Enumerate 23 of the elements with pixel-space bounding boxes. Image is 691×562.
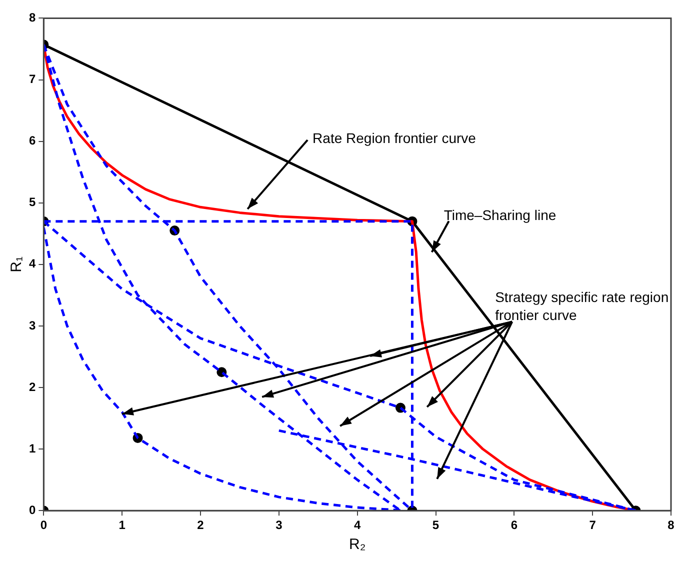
y-tick-label: 6 xyxy=(28,134,36,148)
y-tick-label: 1 xyxy=(28,441,36,456)
y-tick-label: 2 xyxy=(28,380,36,394)
y-tick-label: 0 xyxy=(28,502,36,517)
x-tick-label: 2 xyxy=(197,518,204,532)
x-axis-title: R₂ xyxy=(349,536,366,554)
y-tick-label: 7 xyxy=(28,72,36,86)
x-tick-label: 6 xyxy=(510,518,518,532)
y-axis-title: R₁ xyxy=(8,256,26,272)
x-tick-label: 8 xyxy=(668,518,675,532)
x-tick-label: 0 xyxy=(40,518,48,532)
x-tick-label: 5 xyxy=(432,518,440,532)
x-tick-label: 3 xyxy=(276,518,283,532)
annotation: Rate Region frontier curve xyxy=(312,130,476,146)
x-tick-label: 1 xyxy=(118,518,126,532)
x-tick-label: 4 xyxy=(354,518,361,532)
y-tick-label: 5 xyxy=(28,195,36,210)
x-tick-label: 7 xyxy=(589,518,596,532)
y-tick-label: 3 xyxy=(28,318,36,332)
y-tick-label: 8 xyxy=(28,10,36,25)
y-tick-label: 4 xyxy=(28,256,36,271)
annotation: Time–Sharing line xyxy=(444,206,556,223)
annotation: Strategy specific rate region frontier curve xyxy=(495,288,669,323)
